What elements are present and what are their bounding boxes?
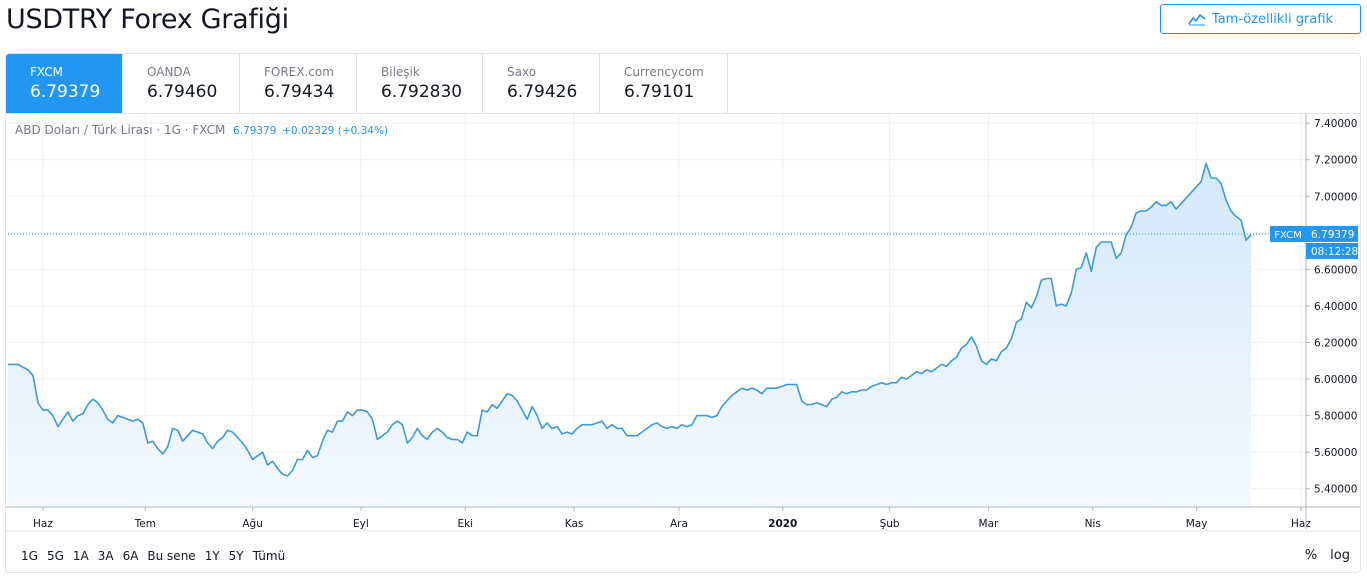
chart-footer: 1G 5G 1A 3A 6A Bu sene 1Y 5Y Tümü % log xyxy=(6,540,1360,572)
tab-saxo[interactable]: Saxo 6.79426 xyxy=(483,54,600,113)
tab-value: 6.79379 xyxy=(30,82,101,102)
tab-value: 6.79426 xyxy=(507,82,578,102)
range-selector: 1G 5G 1A 3A 6A Bu sene 1Y 5Y Tümü xyxy=(21,549,285,563)
chart-line-icon xyxy=(1188,13,1206,26)
price-chart[interactable]: 5.40000 5.60000 5.80000 6.00000 6.20000 6.400… xyxy=(6,54,1361,573)
y-tick-label: 7.40000 xyxy=(1314,118,1357,130)
series-line xyxy=(8,162,1252,477)
x-tick-label: Kas xyxy=(565,518,584,530)
legend-symbol: ABD Doları / Türk Lirası · 1G · FXCM xyxy=(15,123,226,137)
legend-change: +0.02329 (+0.34%) xyxy=(282,125,389,137)
last-price-value: 6.79379 xyxy=(1311,229,1354,241)
tab-value: 6.79460 xyxy=(147,82,218,102)
y-tick-label: 5.60000 xyxy=(1314,447,1357,459)
last-price-tag xyxy=(1306,225,1358,242)
last-price-source-tag xyxy=(1270,225,1306,242)
tab-fxcm[interactable]: FXCM 6.79379 xyxy=(6,54,123,113)
range-6a-button[interactable]: 6A xyxy=(122,549,139,563)
range-ytd-button[interactable]: Bu sene xyxy=(147,549,196,563)
x-tick-label: Nis xyxy=(1085,518,1101,530)
y-tick-label: 5.40000 xyxy=(1314,484,1357,496)
log-scale-button[interactable]: log xyxy=(1330,548,1350,563)
range-1a-button[interactable]: 1A xyxy=(72,549,89,563)
y-tick-label: 6.00000 xyxy=(1314,374,1357,386)
y-tick-label: 6.60000 xyxy=(1314,264,1357,276)
tab-value: 6.79434 xyxy=(264,82,335,102)
x-tick-label: Ağu xyxy=(242,518,263,530)
header: USDTRY Forex Grafiği Tam-özellikli grafi… xyxy=(0,0,1367,50)
x-tick-label: Şub xyxy=(880,518,900,530)
range-5y-button[interactable]: 5Y xyxy=(228,549,244,563)
x-tick-label: Haz xyxy=(33,518,53,530)
tab-oanda[interactable]: OANDA 6.79460 xyxy=(123,54,240,113)
range-5g-button[interactable]: 5G xyxy=(46,549,64,563)
y-tick-label: 6.20000 xyxy=(1314,337,1357,349)
scale-options: % log xyxy=(1305,548,1350,563)
range-1g-button[interactable]: 1G xyxy=(21,549,38,563)
x-tick-label: 2020 xyxy=(768,518,797,530)
countdown-tag xyxy=(1306,242,1358,259)
last-price-source: FXCM xyxy=(1274,230,1302,241)
range-all-button[interactable]: Tümü xyxy=(252,549,286,563)
y-tick-label: 6.40000 xyxy=(1314,301,1357,313)
range-1y-button[interactable]: 1Y xyxy=(204,549,220,563)
tab-name: Bileşik xyxy=(381,65,420,79)
x-tick-label: Ara xyxy=(670,518,688,530)
x-tick-label: Eyl xyxy=(353,518,369,530)
x-tick-label: Haz xyxy=(1291,518,1311,530)
tab-forex-com[interactable]: FOREX.com 6.79434 xyxy=(240,54,357,113)
tab-name: FXCM xyxy=(30,65,63,79)
y-tick-label: 5.80000 xyxy=(1314,411,1357,423)
x-tick-label: Eki xyxy=(457,518,473,530)
tab-bilesik[interactable]: Bileşik 6.792830 xyxy=(357,54,483,113)
chart-widget: FXCM 6.79379 OANDA 6.79460 FOREX.com 6.7… xyxy=(5,53,1361,573)
chart-legend: ABD Doları / Türk Lirası · 1G · FXCM 6.7… xyxy=(15,123,388,137)
y-tick-label: 7.20000 xyxy=(1314,155,1357,167)
x-tick-label: Mar xyxy=(979,518,999,530)
tabs-divider xyxy=(6,113,1360,114)
tab-name: FOREX.com xyxy=(264,65,334,79)
full-chart-label: Tam-özellikli grafik xyxy=(1211,11,1334,27)
tab-value: 6.79101 xyxy=(624,82,695,102)
tab-name: OANDA xyxy=(147,65,191,79)
x-tick-label: Tem xyxy=(134,518,156,530)
series-area xyxy=(8,163,1251,507)
y-tick-label: 7.00000 xyxy=(1314,191,1357,203)
tab-currencycom[interactable]: Currencycom 6.79101 xyxy=(600,54,728,113)
full-chart-button[interactable]: Tam-özellikli grafik xyxy=(1160,4,1361,34)
x-tick-label: May xyxy=(1186,518,1208,530)
legend-price: 6.79379 xyxy=(233,125,277,137)
tab-name: Saxo xyxy=(507,65,537,79)
countdown-value: 08:12:28 xyxy=(1311,246,1358,258)
range-3a-button[interactable]: 3A xyxy=(97,549,114,563)
tab-value: 6.792830 xyxy=(381,82,463,102)
percent-scale-button[interactable]: % xyxy=(1304,548,1318,563)
tab-name: Currencycom xyxy=(624,65,704,79)
source-tabs: FXCM 6.79379 OANDA 6.79460 FOREX.com 6.7… xyxy=(6,54,728,113)
page-title: USDTRY Forex Grafiği xyxy=(6,4,289,35)
